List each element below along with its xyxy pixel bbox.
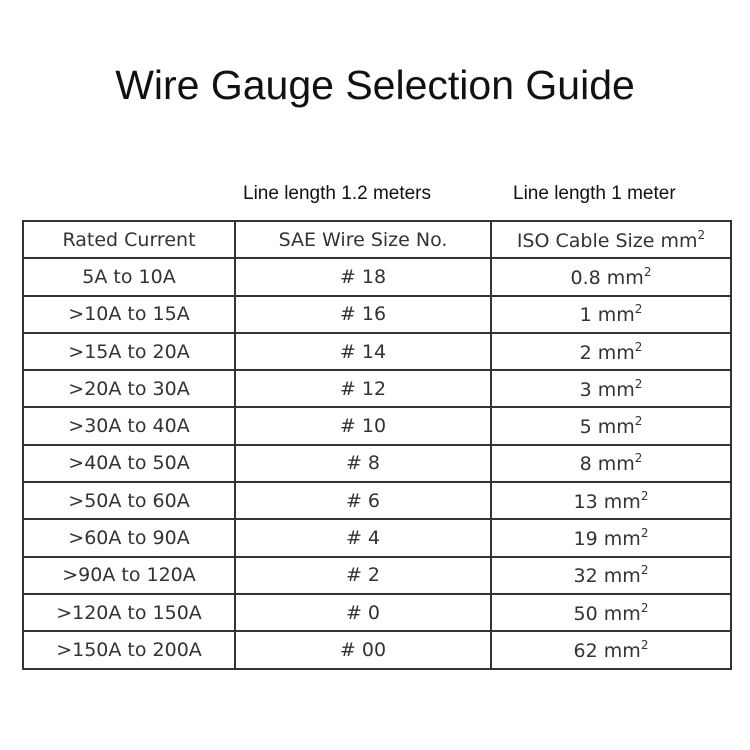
cell-sae-size: # 14 xyxy=(234,331,492,372)
cell-iso-size: 19 mm2 xyxy=(490,518,732,558)
cell-sae-size: # 18 xyxy=(234,257,492,297)
iso-value: 5 xyxy=(579,416,592,439)
iso-unit: mm xyxy=(597,416,635,439)
iso-value: 1 xyxy=(579,304,592,327)
cell-sae-size: # 4 xyxy=(234,518,492,558)
iso-value: 0.8 xyxy=(570,266,601,289)
iso-value: 13 xyxy=(573,490,598,513)
iso-unit: mm xyxy=(597,341,635,364)
cell-iso-size: 0.8 mm2 xyxy=(490,257,732,297)
superscript: 2 xyxy=(640,637,649,652)
iso-value: 32 xyxy=(573,565,598,588)
iso-unit: mm xyxy=(597,304,635,327)
superscript: 2 xyxy=(640,600,649,615)
cell-sae-size: # 6 xyxy=(234,481,492,521)
table-row: >60A to 90A # 4 19 mm2 xyxy=(22,518,732,558)
table-row: 5A to 10A # 18 0.8 mm2 xyxy=(22,257,732,297)
cell-iso-size: 5 mm2 xyxy=(490,406,732,446)
cell-iso-size: 62 mm2 xyxy=(490,630,732,670)
table-row: >30A to 40A # 10 5 mm2 xyxy=(22,406,732,446)
iso-unit: mm xyxy=(603,528,641,551)
header-iso-label: ISO Cable Size mm xyxy=(516,229,698,252)
table-row: >15A to 20A # 14 2 mm2 xyxy=(22,331,732,372)
cell-iso-size: 13 mm2 xyxy=(490,481,732,521)
cell-iso-size: 50 mm2 xyxy=(490,592,732,633)
superscript: 2 xyxy=(634,451,643,466)
header-iso-size: ISO Cable Size mm2 xyxy=(490,219,732,260)
table-row: >150A to 200A # 00 62 mm2 xyxy=(22,630,732,670)
sae-line-length-note: Line length 1.2 meters xyxy=(243,183,432,204)
cell-sae-size: # 8 xyxy=(234,443,492,484)
iso-unit: mm xyxy=(597,378,635,401)
superscript: 2 xyxy=(634,302,643,317)
cell-rated-current: >40A to 50A xyxy=(22,443,236,484)
superscript: 2 xyxy=(697,227,706,242)
iso-unit: mm xyxy=(606,266,644,289)
cell-rated-current: >30A to 40A xyxy=(22,406,236,446)
iso-value: 8 xyxy=(579,453,592,476)
cell-rated-current: 5A to 10A xyxy=(22,257,236,297)
iso-value: 2 xyxy=(579,341,592,364)
cell-rated-current: >15A to 20A xyxy=(22,331,236,372)
cell-rated-current: >10A to 15A xyxy=(22,294,236,334)
iso-line-length-note: Line length 1 meter xyxy=(513,183,676,204)
iso-unit: mm xyxy=(603,490,641,513)
cell-sae-size: # 16 xyxy=(234,294,492,334)
iso-value: 50 xyxy=(573,602,598,625)
iso-unit: mm xyxy=(603,565,641,588)
header-rated-current: Rated Current xyxy=(22,219,236,260)
table-row: >20A to 30A # 12 3 mm2 xyxy=(22,369,732,409)
iso-unit: mm xyxy=(597,453,635,476)
cell-sae-size: # 12 xyxy=(234,369,492,409)
header-sae-size: SAE Wire Size No. xyxy=(234,219,492,260)
cell-iso-size: 8 mm2 xyxy=(490,443,732,484)
table-row: >90A to 120A # 2 32 mm2 xyxy=(22,555,732,595)
cell-iso-size: 1 mm2 xyxy=(490,294,732,334)
cell-sae-size: # 2 xyxy=(234,555,492,595)
superscript: 2 xyxy=(640,488,649,503)
cell-rated-current: >50A to 60A xyxy=(22,481,236,521)
table-row: >10A to 15A # 16 1 mm2 xyxy=(22,294,732,334)
superscript: 2 xyxy=(640,526,649,541)
cell-sae-size: # 0 xyxy=(234,592,492,633)
table-header-row: Rated Current SAE Wire Size No. ISO Cabl… xyxy=(22,219,732,260)
cell-iso-size: 3 mm2 xyxy=(490,369,732,409)
cell-rated-current: >20A to 30A xyxy=(22,369,236,409)
table-row: >120A to 150A # 0 50 mm2 xyxy=(22,592,732,633)
cell-iso-size: 2 mm2 xyxy=(490,331,732,372)
cell-rated-current: >120A to 150A xyxy=(22,592,236,633)
table-row: >50A to 60A # 6 13 mm2 xyxy=(22,481,732,521)
iso-value: 3 xyxy=(579,378,592,401)
cell-iso-size: 32 mm2 xyxy=(490,555,732,595)
superscript: 2 xyxy=(634,376,643,391)
superscript: 2 xyxy=(643,264,652,279)
superscript: 2 xyxy=(640,563,649,578)
superscript: 2 xyxy=(634,414,643,429)
cell-rated-current: >60A to 90A xyxy=(22,518,236,558)
cell-sae-size: # 00 xyxy=(234,630,492,670)
iso-value: 62 xyxy=(573,639,598,662)
cell-sae-size: # 10 xyxy=(234,406,492,446)
wire-gauge-table: Rated Current SAE Wire Size No. ISO Cabl… xyxy=(22,219,732,670)
iso-value: 19 xyxy=(573,528,598,551)
cell-rated-current: >150A to 200A xyxy=(22,630,236,670)
cell-rated-current: >90A to 120A xyxy=(22,555,236,595)
page-title: Wire Gauge Selection Guide xyxy=(115,62,635,108)
iso-unit: mm xyxy=(603,602,641,625)
iso-unit: mm xyxy=(603,639,641,662)
superscript: 2 xyxy=(634,339,643,354)
